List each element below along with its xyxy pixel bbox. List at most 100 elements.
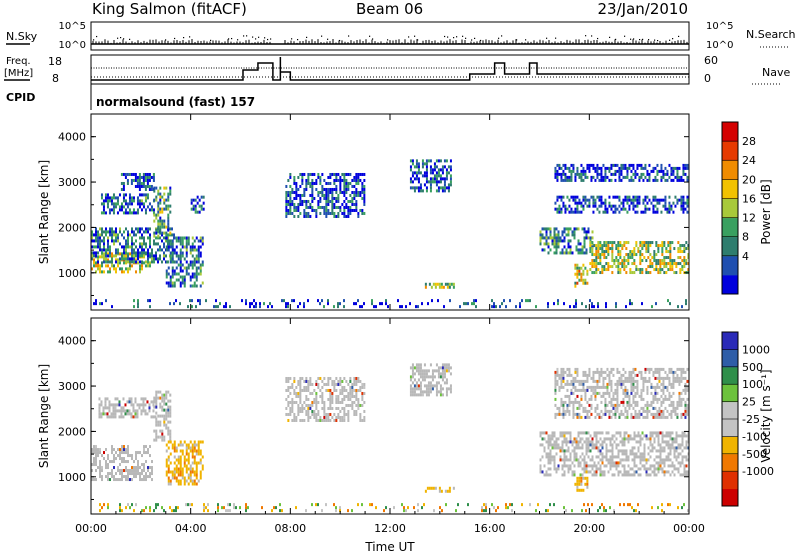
velocity-cell: [151, 469, 153, 473]
power-cell: [131, 242, 133, 246]
power-cell: [556, 198, 559, 202]
power-cell: [309, 214, 312, 218]
power-cell: [678, 198, 681, 202]
power-cell: [299, 172, 302, 176]
velocity-cell: [163, 414, 166, 418]
power-cell: [119, 242, 121, 246]
velocity-cell: [153, 405, 156, 409]
power-cell: [665, 262, 668, 266]
velocity-scatter: [91, 363, 690, 513]
power-cell: [129, 252, 131, 256]
nsearch-dot: [348, 35, 350, 37]
power-cell: [545, 233, 548, 237]
power-cell: [664, 172, 667, 176]
power-cell: [647, 256, 650, 260]
power-cell: [601, 244, 604, 248]
velocity-cell: [325, 412, 328, 416]
power-cell: [169, 227, 171, 231]
power-cell: [175, 239, 178, 243]
velocity-cell: [289, 400, 292, 404]
power-cell: [636, 210, 639, 214]
velocity-cell: [682, 376, 685, 380]
power-cell: [335, 187, 338, 191]
velocity-cell: [409, 384, 412, 388]
velocity-cell: [580, 379, 583, 383]
power-cell: [285, 199, 288, 203]
power-cell: [626, 210, 629, 214]
power-cell: [187, 236, 190, 240]
power-cell: [615, 259, 618, 263]
power-cell: [351, 208, 354, 212]
velocity-cell: [654, 370, 657, 374]
velocity-cell: [129, 478, 131, 482]
power-cell: [148, 208, 151, 212]
velocity-cell: [644, 379, 647, 383]
power-cell: [591, 247, 594, 251]
power-cell: [595, 250, 598, 254]
power-cell: [633, 271, 636, 275]
velocity-cell: [101, 469, 103, 473]
velocity-cell: [195, 449, 198, 453]
velocity-cell: [560, 373, 563, 377]
power-cell: [636, 201, 639, 205]
power-cell: [337, 205, 340, 209]
velocity-cell: [119, 463, 121, 467]
power-cell: [317, 193, 320, 197]
power-cell: [333, 196, 336, 200]
power-cell: [135, 258, 137, 262]
velocity-cell: [576, 400, 579, 404]
power-cell: [183, 278, 186, 282]
power-cell: [193, 275, 196, 279]
power-cell: [341, 211, 344, 215]
power-cell: [673, 271, 676, 275]
power-cell: [680, 201, 683, 205]
power-cell: [641, 253, 644, 257]
velocity-cell: [347, 412, 350, 416]
power-cell: [671, 241, 674, 245]
velocity-cell: [549, 443, 552, 447]
power-cell: [424, 285, 427, 289]
power-cell: [167, 195, 170, 199]
velocity-cell: [289, 412, 292, 416]
power-cell: [655, 268, 658, 272]
velocity-cell: [581, 473, 584, 477]
power-cell: [108, 199, 111, 203]
velocity-cell: [622, 412, 625, 416]
velocity-cell: [645, 434, 648, 438]
velocity-cell: [649, 455, 652, 459]
velocity-cell: [621, 440, 624, 444]
velocity-cell: [127, 475, 129, 479]
velocity-cell: [289, 409, 292, 413]
power-cell: [119, 227, 121, 231]
velocity-cell: [152, 415, 155, 419]
velocity-cell: [315, 406, 318, 410]
power-cell: [165, 198, 168, 202]
power-cell: [143, 254, 145, 258]
velocity-cell: [321, 400, 324, 404]
power-cell: [163, 245, 165, 249]
velocity-cell: [106, 415, 109, 419]
velocity-cell: [349, 385, 352, 389]
velocity-cell: [351, 400, 354, 404]
power-cell: [641, 271, 644, 275]
velocity-cell: [640, 370, 643, 374]
velocity-cell: [103, 457, 105, 461]
velocity-cell: [584, 388, 587, 392]
power-cell: [297, 208, 300, 212]
power-cell: [155, 254, 157, 258]
velocity-cell: [608, 400, 611, 404]
power-cell: [139, 245, 141, 249]
velocity-cell: [295, 400, 298, 404]
power-cell: [301, 181, 304, 185]
power-cell: [103, 248, 105, 252]
velocity-cell: [670, 385, 673, 389]
velocity-cell: [676, 376, 679, 380]
power-cell: [429, 165, 432, 169]
velocity-cell: [435, 393, 438, 397]
power-cell: [167, 281, 170, 285]
velocity-cell: [624, 376, 627, 380]
power-cell: [572, 166, 575, 170]
power-cell: [173, 284, 176, 288]
power-cell: [191, 248, 194, 252]
power-cell: [120, 205, 123, 209]
